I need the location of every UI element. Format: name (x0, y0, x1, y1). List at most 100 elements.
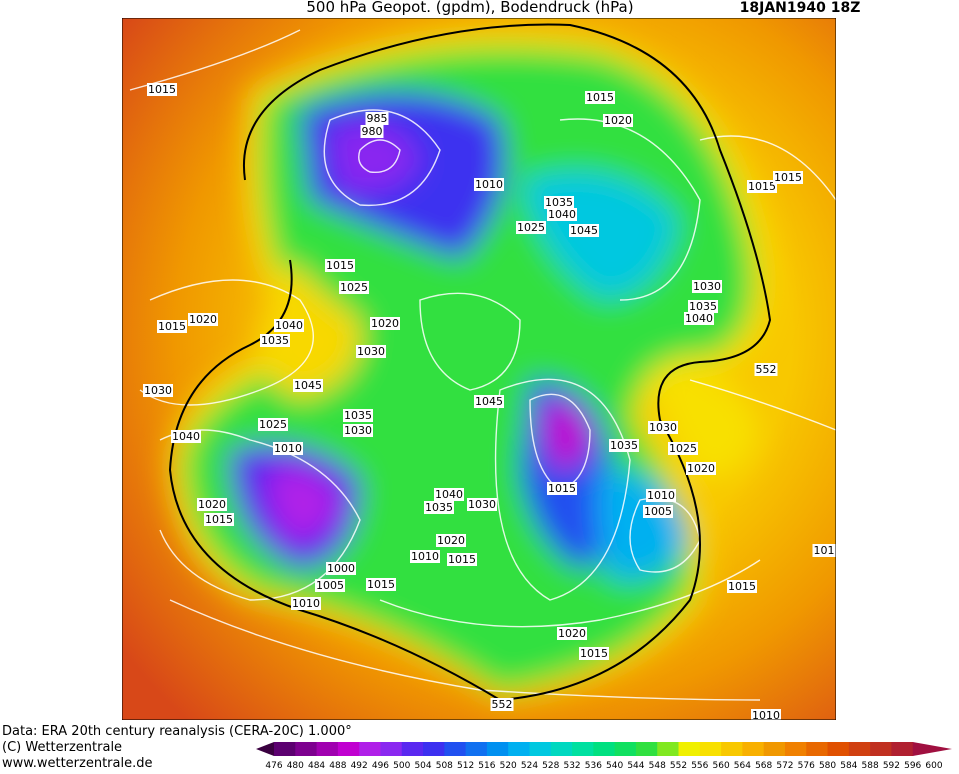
isobar-label: 1015 (774, 171, 802, 184)
isobar-label: 1015 (586, 91, 614, 104)
isobar-label: 1030 (649, 421, 677, 434)
colorbar-label: 492 (351, 761, 368, 770)
label-box (751, 709, 781, 720)
isobar-label: 1015 (748, 180, 776, 193)
isobar-label: 1035 (610, 439, 638, 452)
isobar-label: 1025 (259, 418, 287, 431)
label-box (754, 363, 778, 376)
colorbar-swatch (444, 742, 467, 756)
label-box (609, 439, 639, 452)
label-box (370, 317, 400, 330)
isobar-label: 1035 (344, 409, 372, 422)
isobar-label: 980 (362, 125, 383, 138)
label-box (143, 384, 173, 397)
label-box (410, 550, 440, 563)
colorbar-swatch (593, 742, 616, 756)
colorbar-swatch (274, 742, 296, 756)
isobar-label: 1010 (411, 550, 439, 563)
label-box (585, 91, 615, 104)
isobar-label: 1020 (189, 313, 217, 326)
colorbar-label: 524 (521, 761, 538, 770)
isobar-label: 1015 (205, 513, 233, 526)
label-box (579, 647, 609, 660)
isobar-label: 1010 (475, 178, 503, 191)
isobar-labels: 1015 985 980 1015 1020 1010 1035 1040 10… (143, 83, 836, 722)
geopotential-field (170, 31, 769, 701)
colorbar-swatch (423, 742, 445, 756)
isobar-label: 552 (756, 363, 777, 376)
label-box (490, 698, 514, 711)
colorbar-swatch (635, 742, 658, 756)
isobar-label: 1025 (517, 221, 545, 234)
label-box (343, 409, 373, 422)
colorbar-label: 488 (329, 761, 346, 770)
isobar-label: 1010 (274, 442, 302, 455)
isobar-label: 1045 (475, 395, 503, 408)
colorbar-label: 484 (308, 761, 325, 770)
colorbar-swatch (678, 742, 701, 756)
552-contour (168, 23, 772, 702)
map-date: 18JAN1940 18Z (740, 0, 861, 16)
label-box (197, 498, 227, 511)
colorbar-label: 580 (819, 761, 836, 770)
data-source: Data: ERA 20th century reanalysis (CERA-… (2, 724, 352, 739)
isobar-label: 1030 (357, 345, 385, 358)
colorbar-swatch (657, 742, 680, 756)
isobar-label: 1030 (144, 384, 172, 397)
colorbar-swatch (827, 742, 850, 756)
isobar-label: 1035 (425, 501, 453, 514)
label-box (747, 180, 777, 193)
isobar-label: 1030 (693, 280, 721, 293)
label-box (274, 319, 304, 332)
isobar-label: 1035 (545, 196, 573, 209)
colorbar-swatch (486, 742, 509, 756)
label-box (467, 498, 497, 511)
label-box (516, 221, 546, 234)
colorbar-swatch (359, 742, 381, 756)
isobar-label: 1025 (669, 442, 697, 455)
isobar-label: 1020 (604, 114, 632, 127)
colorbar-label: 544 (627, 761, 644, 770)
label-box (325, 259, 355, 272)
label-box (773, 171, 803, 184)
isobar-label: 1015 (148, 83, 176, 96)
colorbar-label: 552 (670, 761, 687, 770)
colorbar-label: 576 (798, 761, 815, 770)
isobar-label: 1040 (172, 430, 200, 443)
label-box (204, 513, 234, 526)
colorbar-swatch (721, 742, 743, 756)
colorbar-label: 588 (862, 761, 879, 770)
isobar-label: 1020 (198, 498, 226, 511)
isobar-label: 1000 (327, 562, 355, 575)
label-box (273, 442, 303, 455)
label-box (171, 430, 201, 443)
label-box (258, 418, 288, 431)
colorbar-swatch (614, 742, 637, 756)
colorbar-label: 500 (393, 761, 410, 770)
colorbar-swatch (401, 742, 424, 756)
colorbar-swatch (550, 742, 573, 756)
label-box (157, 320, 187, 333)
website: www.wetterzentrale.de (2, 756, 152, 770)
label-box (424, 501, 454, 514)
label-box (434, 488, 464, 501)
isobar-label: 1010 (752, 709, 780, 722)
isobar-label: 1030 (344, 424, 372, 437)
isobar-label: 1030 (468, 498, 496, 511)
label-box (474, 395, 504, 408)
label-box (643, 505, 673, 518)
colorbar-swatch (742, 742, 765, 756)
colorbar-label: 568 (755, 761, 772, 770)
label-box (544, 196, 574, 209)
label-box (343, 424, 373, 437)
colorbar-swatch (870, 742, 892, 756)
colorbar-label: 584 (840, 761, 857, 770)
isobar-label: 1015 (548, 482, 576, 495)
isobar-label: 1020 (437, 534, 465, 547)
label-box (668, 442, 698, 455)
colorbar-swatch (806, 742, 829, 756)
colorbar-arrow (912, 742, 952, 756)
isobar-label: 1005 (644, 505, 672, 518)
colorbar-label: 520 (500, 761, 517, 770)
map-title: 500 hPa Geopot. (gpdm), Bodendruck (hPa) (306, 0, 633, 16)
